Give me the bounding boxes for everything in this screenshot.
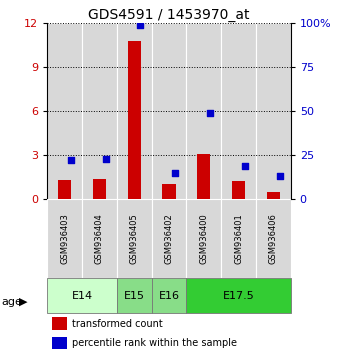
- Text: GSM936403: GSM936403: [60, 213, 69, 264]
- Bar: [152, 23, 186, 199]
- Bar: [82, 199, 117, 278]
- Text: E14: E14: [72, 291, 93, 301]
- Bar: [186, 23, 221, 199]
- Bar: [93, 178, 106, 199]
- Text: GSM936404: GSM936404: [95, 213, 104, 264]
- Bar: [128, 41, 141, 199]
- Text: GSM936402: GSM936402: [165, 213, 173, 264]
- Bar: [52, 337, 67, 349]
- Bar: [47, 23, 82, 199]
- Bar: [197, 154, 210, 199]
- Title: GDS4591 / 1453970_at: GDS4591 / 1453970_at: [88, 8, 250, 22]
- Bar: [267, 192, 280, 199]
- Bar: [47, 278, 117, 314]
- Text: E15: E15: [124, 291, 145, 301]
- Bar: [186, 199, 221, 278]
- Text: GSM936401: GSM936401: [234, 213, 243, 264]
- Bar: [152, 199, 186, 278]
- Bar: [221, 199, 256, 278]
- Bar: [186, 278, 291, 314]
- Bar: [47, 199, 82, 278]
- Point: [68, 158, 74, 163]
- Point: [242, 163, 247, 169]
- Text: transformed count: transformed count: [72, 319, 162, 329]
- Bar: [52, 318, 67, 330]
- Point: [138, 22, 143, 28]
- Text: GSM936406: GSM936406: [269, 213, 278, 264]
- Bar: [117, 23, 152, 199]
- Bar: [221, 23, 256, 199]
- Bar: [117, 199, 152, 278]
- Text: ▶: ▶: [19, 297, 27, 307]
- Bar: [162, 184, 176, 199]
- Text: percentile rank within the sample: percentile rank within the sample: [72, 338, 237, 348]
- Bar: [256, 23, 291, 199]
- Text: GSM936405: GSM936405: [130, 213, 139, 264]
- Text: E16: E16: [159, 291, 179, 301]
- Point: [277, 173, 282, 179]
- Bar: [117, 278, 152, 314]
- Text: GSM936400: GSM936400: [199, 213, 208, 264]
- Bar: [152, 278, 186, 314]
- Bar: [82, 23, 117, 199]
- Text: E17.5: E17.5: [223, 291, 255, 301]
- Bar: [58, 180, 71, 199]
- Point: [207, 110, 213, 116]
- Bar: [256, 199, 291, 278]
- Point: [103, 156, 108, 161]
- Text: age: age: [2, 297, 23, 307]
- Point: [173, 170, 178, 176]
- Bar: [232, 182, 245, 199]
